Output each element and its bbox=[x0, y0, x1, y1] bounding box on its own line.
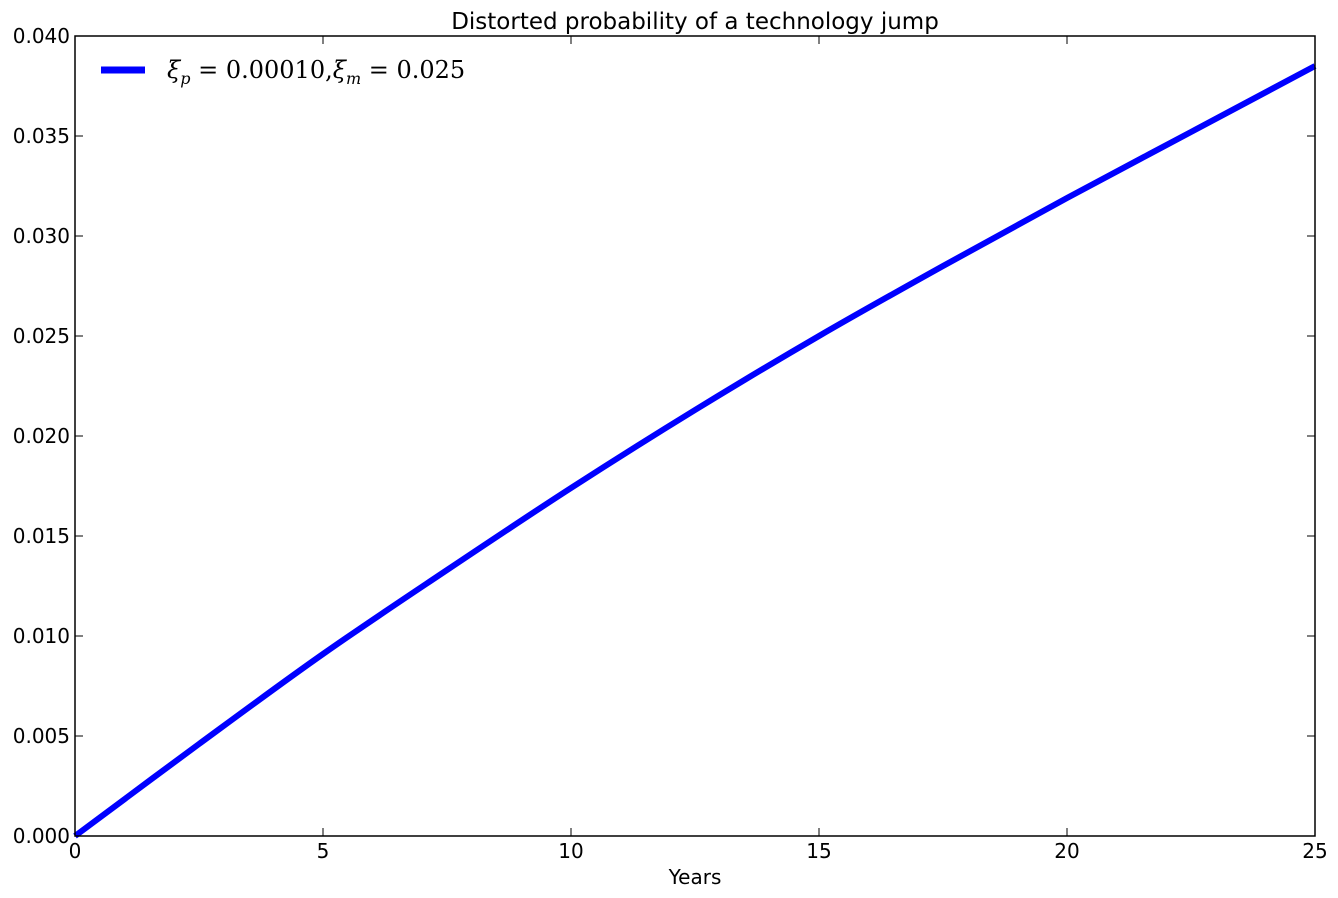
y-tick-label: 0.020 bbox=[13, 424, 70, 448]
y-axis: 0.000 0.005 0.010 0.015 0.020 0.025 0.030 0.035… bbox=[13, 24, 1315, 848]
x-axis-label: Years bbox=[668, 865, 722, 889]
y-tick-label: 0.000 bbox=[13, 824, 70, 848]
x-tick-label: 10 bbox=[558, 839, 583, 863]
chart-title: Distorted probability of a technology ju… bbox=[451, 9, 939, 35]
x-tick-label: 20 bbox=[1054, 839, 1079, 863]
x-tick-label: 5 bbox=[317, 839, 330, 863]
legend: ξp = 0.00010,ξm = 0.025 bbox=[101, 56, 465, 88]
legend-entry-label: ξp = 0.00010,ξm = 0.025 bbox=[167, 56, 465, 88]
x-axis: 0 5 10 15 20 25 bbox=[69, 36, 1328, 863]
x-tick-label: 0 bbox=[69, 839, 82, 863]
x-tick-label: 15 bbox=[806, 839, 831, 863]
y-tick-label: 0.030 bbox=[13, 224, 70, 248]
y-tick-label: 0.040 bbox=[13, 24, 70, 48]
plot-area bbox=[73, 63, 1317, 839]
y-tick-label: 0.035 bbox=[13, 124, 70, 148]
series-line bbox=[73, 63, 1317, 839]
y-tick-label: 0.015 bbox=[13, 524, 70, 548]
y-tick-label: 0.025 bbox=[13, 324, 70, 348]
x-tick-label: 25 bbox=[1302, 839, 1327, 863]
y-tick-label: 0.010 bbox=[13, 624, 70, 648]
y-tick-label: 0.005 bbox=[13, 724, 70, 748]
